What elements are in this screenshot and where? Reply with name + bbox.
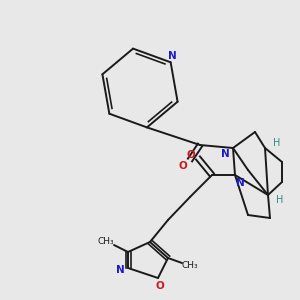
Text: N: N — [168, 51, 177, 61]
Text: CH₃: CH₃ — [98, 238, 114, 247]
Text: O: O — [156, 281, 164, 291]
Text: O: O — [187, 150, 195, 160]
Text: CH₃: CH₃ — [182, 262, 198, 271]
Text: H: H — [273, 138, 281, 148]
Text: O: O — [178, 161, 188, 171]
Text: N: N — [220, 149, 230, 159]
Text: N: N — [116, 265, 124, 275]
Text: N: N — [236, 178, 244, 188]
Text: H: H — [276, 195, 284, 205]
